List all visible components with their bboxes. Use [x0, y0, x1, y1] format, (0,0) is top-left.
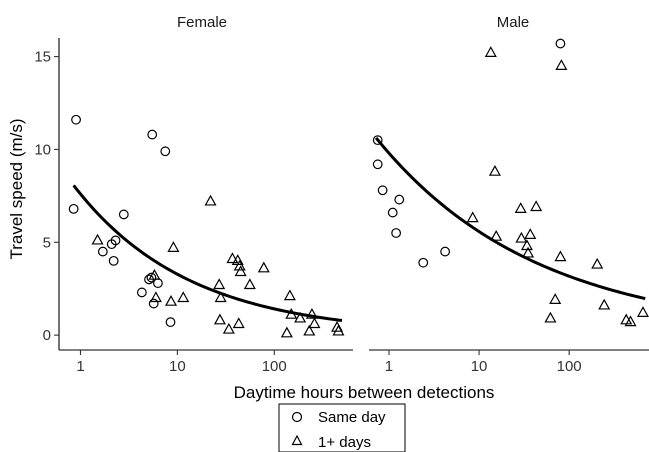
y-tick-label: 5: [43, 234, 51, 251]
point-same-day: [388, 208, 397, 217]
point-one-plus-days: [486, 47, 496, 56]
x-axis-title: Daytime hours between detections: [234, 383, 495, 402]
point-same-day: [161, 147, 170, 156]
point-same-day: [72, 115, 81, 124]
point-one-plus-days: [214, 280, 224, 289]
point-one-plus-days: [309, 319, 319, 328]
legend: Same day 1+ days: [279, 404, 405, 452]
point-one-plus-days: [516, 233, 526, 242]
panel-female: 0 5 10 15 1 10 100: [34, 38, 353, 375]
point-same-day: [99, 247, 108, 256]
x-tick-label: 1: [385, 358, 393, 375]
point-one-plus-days: [178, 293, 188, 302]
point-one-plus-days: [282, 328, 292, 337]
point-one-plus-days: [490, 166, 500, 175]
point-same-day: [149, 299, 158, 308]
point-same-day: [373, 160, 382, 169]
point-same-day: [166, 318, 175, 327]
point-one-plus-days: [525, 229, 535, 238]
panel-title-male: Male: [497, 14, 530, 31]
trend-line: [74, 185, 342, 320]
point-one-plus-days: [224, 324, 234, 333]
point-same-day: [109, 257, 118, 266]
legend-label-same-day: Same day: [318, 409, 386, 426]
y-tick-label: 15: [34, 49, 51, 66]
point-same-day: [148, 130, 157, 139]
x-tick-label: 100: [557, 358, 582, 375]
point-one-plus-days: [531, 202, 541, 211]
point-one-plus-days: [259, 263, 269, 272]
point-one-plus-days: [592, 259, 602, 268]
point-same-day: [138, 288, 147, 297]
point-one-plus-days: [206, 196, 216, 205]
x-tick-label: 1: [76, 358, 84, 375]
point-same-day: [556, 39, 565, 48]
point-one-plus-days: [166, 296, 176, 305]
point-same-day: [392, 229, 401, 238]
x-tick-label: 10: [471, 358, 488, 375]
y-tick-label: 0: [43, 327, 51, 344]
point-same-day: [378, 186, 387, 195]
point-one-plus-days: [550, 294, 560, 303]
y-axis-title: Travel speed (m/s): [7, 118, 26, 259]
panel-title-female: Female: [177, 14, 227, 31]
point-one-plus-days: [93, 235, 103, 244]
point-one-plus-days: [168, 242, 178, 251]
point-same-day: [395, 195, 404, 204]
point-one-plus-days: [516, 203, 526, 212]
x-tick-label: 100: [262, 358, 287, 375]
point-one-plus-days: [555, 252, 565, 261]
point-one-plus-days: [638, 307, 648, 316]
point-one-plus-days: [468, 213, 478, 222]
point-one-plus-days: [545, 313, 555, 322]
point-same-day: [441, 247, 450, 256]
point-one-plus-days: [556, 60, 566, 69]
point-one-plus-days: [234, 319, 244, 328]
point-one-plus-days: [215, 315, 225, 324]
trend-line: [376, 138, 645, 299]
point-same-day: [120, 210, 129, 219]
point-same-day: [69, 205, 78, 214]
point-same-day: [419, 258, 428, 267]
x-tick-label: 10: [169, 358, 186, 375]
y-tick-label: 10: [34, 141, 51, 158]
point-one-plus-days: [599, 300, 609, 309]
panel-male: 1 10 100: [369, 39, 649, 375]
legend-label-one-plus-days: 1+ days: [318, 434, 371, 451]
point-one-plus-days: [245, 280, 255, 289]
point-same-day: [154, 279, 163, 288]
point-one-plus-days: [285, 291, 295, 300]
